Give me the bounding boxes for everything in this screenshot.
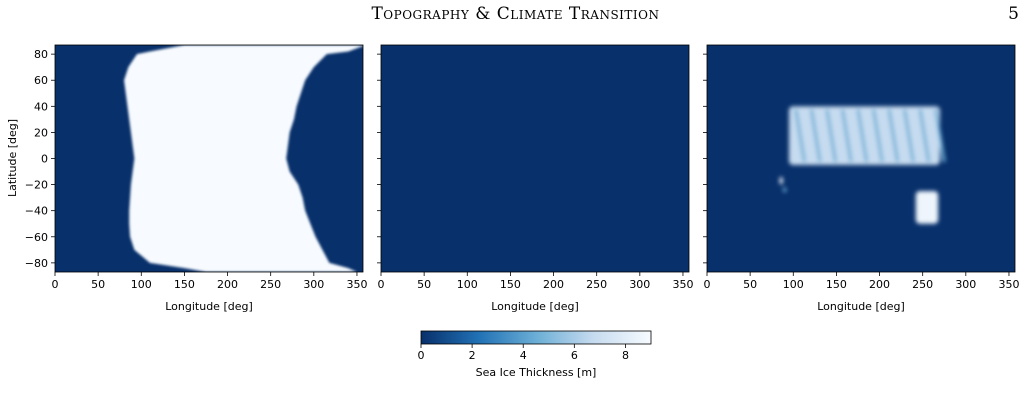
colorbar: 0 2 4 6 8 Sea Ice Thickness [m] — [418, 330, 652, 379]
x-tick-label: 250 — [260, 278, 281, 291]
x-tick-label: 0 — [52, 278, 59, 291]
y-tick-label: −80 — [25, 257, 48, 270]
x-tick-label: 200 — [217, 278, 238, 291]
colorbar-ticks: 0 2 4 6 8 — [418, 344, 629, 362]
x-tick-label: 0 — [378, 278, 385, 291]
colorbar-tick-label: 4 — [520, 349, 527, 362]
x-tick-label: 300 — [955, 278, 976, 291]
x-tick-label: 100 — [131, 278, 152, 291]
ice-streak — [887, 109, 900, 163]
panel-left-ice-region — [124, 45, 366, 272]
panel-left-xlabel: Longitude [deg] — [165, 300, 253, 313]
colorbar-tick-label: 6 — [571, 349, 578, 362]
panel-right-axes: 0 50 100 150 200 250 300 350 — [703, 53, 1019, 291]
x-tick-label: 350 — [672, 278, 693, 291]
y-tick-label: −40 — [25, 205, 48, 218]
panel-right: 0 50 100 150 200 250 300 350 Longitude [deg] — [703, 44, 1019, 313]
panel-middle-background — [381, 45, 689, 272]
panel-left-axes: 0 50 100 150 200 250 300 350806040200−20−40−60−… — [25, 48, 368, 291]
ice-patch — [782, 187, 787, 193]
panel-left-ylabel: Latitude [deg] — [6, 119, 19, 197]
y-tick-label: 80 — [34, 48, 48, 61]
x-tick-label: 250 — [912, 278, 933, 291]
x-tick-label: 150 — [826, 278, 847, 291]
ice-streak — [794, 109, 806, 163]
colorbar-tick-label: 8 — [622, 349, 629, 362]
x-tick-label: 150 — [500, 278, 521, 291]
panel-middle: 0 50 100 150 200 250 300 350 Longitude [deg] — [377, 44, 693, 313]
y-tick-label: 40 — [34, 100, 48, 113]
y-tick-label: 60 — [34, 74, 48, 87]
panel-middle-xlabel: Longitude [deg] — [491, 300, 579, 313]
colorbar-tick-label: 2 — [469, 349, 476, 362]
x-tick-label: 150 — [174, 278, 195, 291]
x-tick-label: 100 — [783, 278, 804, 291]
ice-streak — [872, 109, 884, 163]
ice-streak — [856, 109, 869, 163]
x-tick-label: 300 — [629, 278, 650, 291]
x-tick-label: 200 — [869, 278, 890, 291]
ice-streak — [903, 109, 915, 163]
colorbar-gradient — [420, 330, 652, 345]
panel-left: 0 50 100 150 200 250 300 350806040200−20−40−60−… — [6, 44, 368, 313]
colorbar-label: Sea Ice Thickness [m] — [476, 366, 597, 379]
y-tick-label: 20 — [34, 126, 48, 139]
x-tick-label: 50 — [743, 278, 757, 291]
ice-patch — [915, 191, 939, 224]
y-tick-label: 0 — [41, 153, 48, 166]
x-tick-label: 50 — [417, 278, 431, 291]
x-tick-label: 350 — [998, 278, 1019, 291]
ice-streak — [840, 109, 853, 163]
y-tick-label: −60 — [25, 231, 48, 244]
x-tick-label: 250 — [586, 278, 607, 291]
ice-patch — [779, 176, 783, 185]
ice-streak — [809, 109, 822, 163]
ice-streak — [918, 109, 931, 163]
x-tick-label: 300 — [303, 278, 324, 291]
page-header: Topography & Climate Transition 5 — [0, 0, 1031, 30]
x-tick-label: 100 — [457, 278, 478, 291]
x-tick-label: 0 — [704, 278, 711, 291]
y-tick-label: −20 — [25, 179, 48, 192]
page-number: 5 — [1008, 4, 1019, 24]
running-title: Topography & Climate Transition — [371, 4, 660, 24]
ice-patch — [788, 106, 940, 166]
x-tick-label: 350 — [346, 278, 367, 291]
colorbar-tick-label: 0 — [418, 349, 425, 362]
ice-streak — [934, 109, 946, 163]
panel-right-ice-patches — [779, 106, 946, 224]
ice-streak — [825, 109, 838, 163]
x-tick-label: 50 — [91, 278, 105, 291]
panel-middle-axes: 0 50 100 150 200 250 300 350 — [377, 53, 693, 291]
x-tick-label: 200 — [543, 278, 564, 291]
panel-right-xlabel: Longitude [deg] — [817, 300, 905, 313]
